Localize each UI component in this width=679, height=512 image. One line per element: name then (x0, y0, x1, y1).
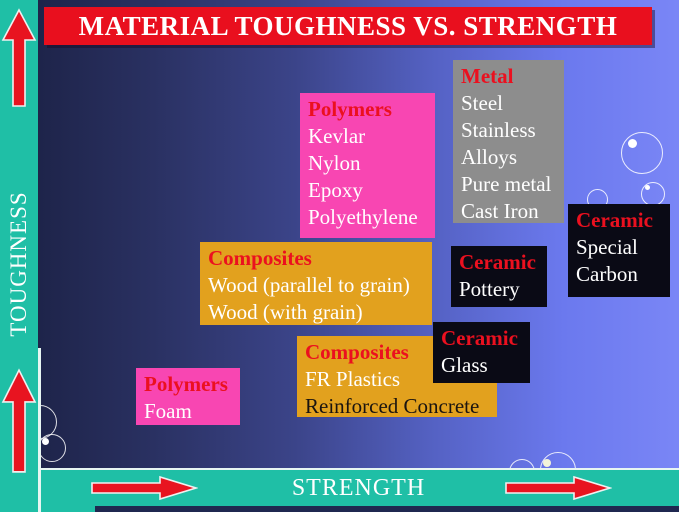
group-box-composites-wood: Composites Wood (parallel to grain) Wood… (200, 242, 432, 325)
group-category-label: Composites (305, 340, 409, 364)
page-title: MATERIAL TOUGHNESS VS. STRENGTH (44, 7, 652, 45)
group-category-label: Polymers (144, 372, 228, 396)
bottom-shadow-strip (95, 506, 679, 512)
group-item-label: Kevlar (308, 124, 366, 148)
group-item-label: Pottery (459, 277, 520, 301)
up-arrow-icon (1, 8, 37, 107)
group-item-label: Foam (144, 399, 192, 423)
y-axis-line (38, 348, 41, 512)
bubble-decoration (509, 459, 535, 468)
group-item-label: Wood (with grain) (208, 300, 363, 324)
group-item-label: FR Plastics (305, 367, 401, 391)
group-item-label: Carbon (576, 262, 638, 286)
group-item-label: Special (576, 235, 638, 259)
group-category-label: Metal (461, 64, 514, 88)
group-box-polymers-foam: Polymers Foam (136, 368, 240, 425)
group-category-label: Ceramic (576, 208, 653, 232)
bubble-decoration (621, 132, 663, 174)
group-item-label: Alloys (461, 145, 518, 169)
group-item-label: Wood (parallel to grain) (208, 273, 410, 297)
group-category-label: Composites (208, 246, 312, 270)
group-box-polymers: Polymers Kevlar Nylon Epoxy Polyethylene (300, 93, 435, 238)
group-item-label: Glass (441, 353, 488, 377)
bubble-highlight-dot (628, 139, 637, 148)
group-item-label: Cast Iron (461, 199, 539, 223)
right-arrow-icon (91, 475, 198, 501)
group-item-label: Nylon (308, 151, 361, 175)
group-item-label: Steel (461, 91, 503, 115)
x-axis-line (38, 468, 679, 470)
group-item-label: Pure metal (461, 172, 552, 196)
bubble-highlight-dot (543, 459, 551, 467)
group-category-label: Ceramic (459, 250, 536, 274)
bubble-highlight-dot (645, 185, 650, 190)
group-box-ceramic-special: Ceramic Special Carbon (568, 204, 670, 297)
group-item-label: Reinforced Concrete (305, 394, 480, 418)
group-category-label: Polymers (308, 97, 392, 121)
right-arrow-icon (505, 475, 612, 501)
group-box-ceramic-glass: Ceramic Glass (433, 322, 530, 383)
group-item-label: Epoxy (308, 178, 363, 202)
bubble-highlight-dot (42, 438, 49, 445)
up-arrow-icon (1, 368, 37, 473)
group-box-metal: Metal Steel Stainless Alloys Pure metal … (453, 60, 564, 223)
group-category-label: Ceramic (441, 326, 518, 350)
y-axis-label: TOUGHNESS (6, 191, 31, 337)
group-box-ceramic-pottery: Ceramic Pottery (451, 246, 547, 307)
group-item-label: Stainless (461, 118, 536, 142)
group-item-label: Polyethylene (308, 205, 418, 229)
